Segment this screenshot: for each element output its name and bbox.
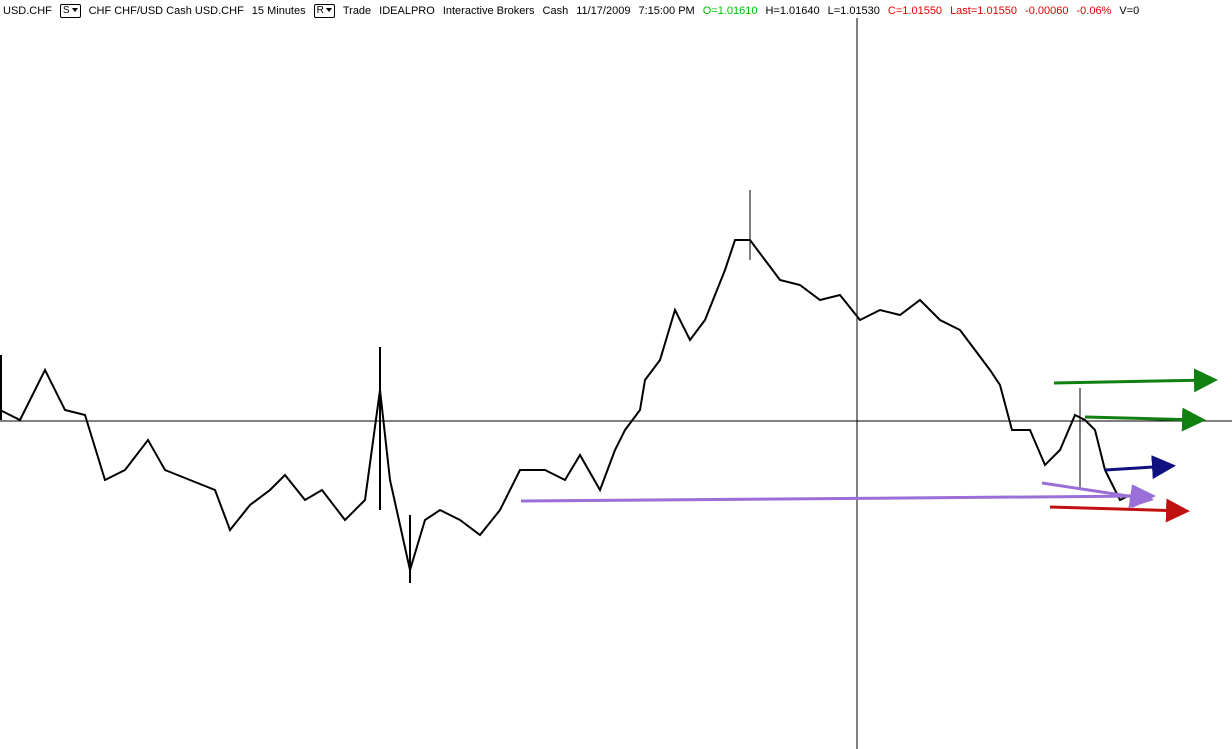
dropdown-button[interactable]: R — [313, 4, 335, 18]
header-text: V=0 — [1119, 5, 1140, 17]
trend-arrow — [1084, 407, 1206, 432]
header-text: O=1.01610 — [702, 5, 758, 17]
header-text: -0.00060 — [1025, 5, 1069, 17]
dropdown-button[interactable]: S — [59, 4, 81, 18]
header-text: IDEALPRO — [379, 5, 435, 17]
header-text: 11/17/2009 — [576, 5, 631, 17]
header-text: -0.06% — [1076, 5, 1112, 17]
header-text: Interactive Brokers — [442, 5, 535, 17]
header-text: Last=1.01550 — [950, 5, 1018, 17]
header-text: USD.CHF — [3, 5, 52, 17]
trend-arrow — [1041, 481, 1154, 509]
trend-arrow — [1104, 455, 1176, 480]
header-bar: USD.CHF S CHF CHF/USD Cash USD.CHF 15 Minut… — [3, 3, 1147, 19]
header-text: H=1.01640 — [765, 5, 820, 17]
trend-arrow — [1049, 498, 1190, 523]
price-line — [0, 239, 1131, 574]
trend-arrow — [1053, 368, 1218, 393]
trend-arrow — [520, 484, 1156, 509]
header-text: Cash — [542, 5, 569, 17]
header-text: L=1.01530 — [827, 5, 880, 17]
header-text: 15 Minutes — [251, 5, 306, 17]
header-text: Trade — [342, 5, 372, 17]
header-text: CHF CHF/USD Cash USD.CHF — [88, 5, 244, 17]
header-text: 7:15:00 PM — [638, 5, 695, 17]
header-text: C=1.01550 — [887, 5, 943, 17]
